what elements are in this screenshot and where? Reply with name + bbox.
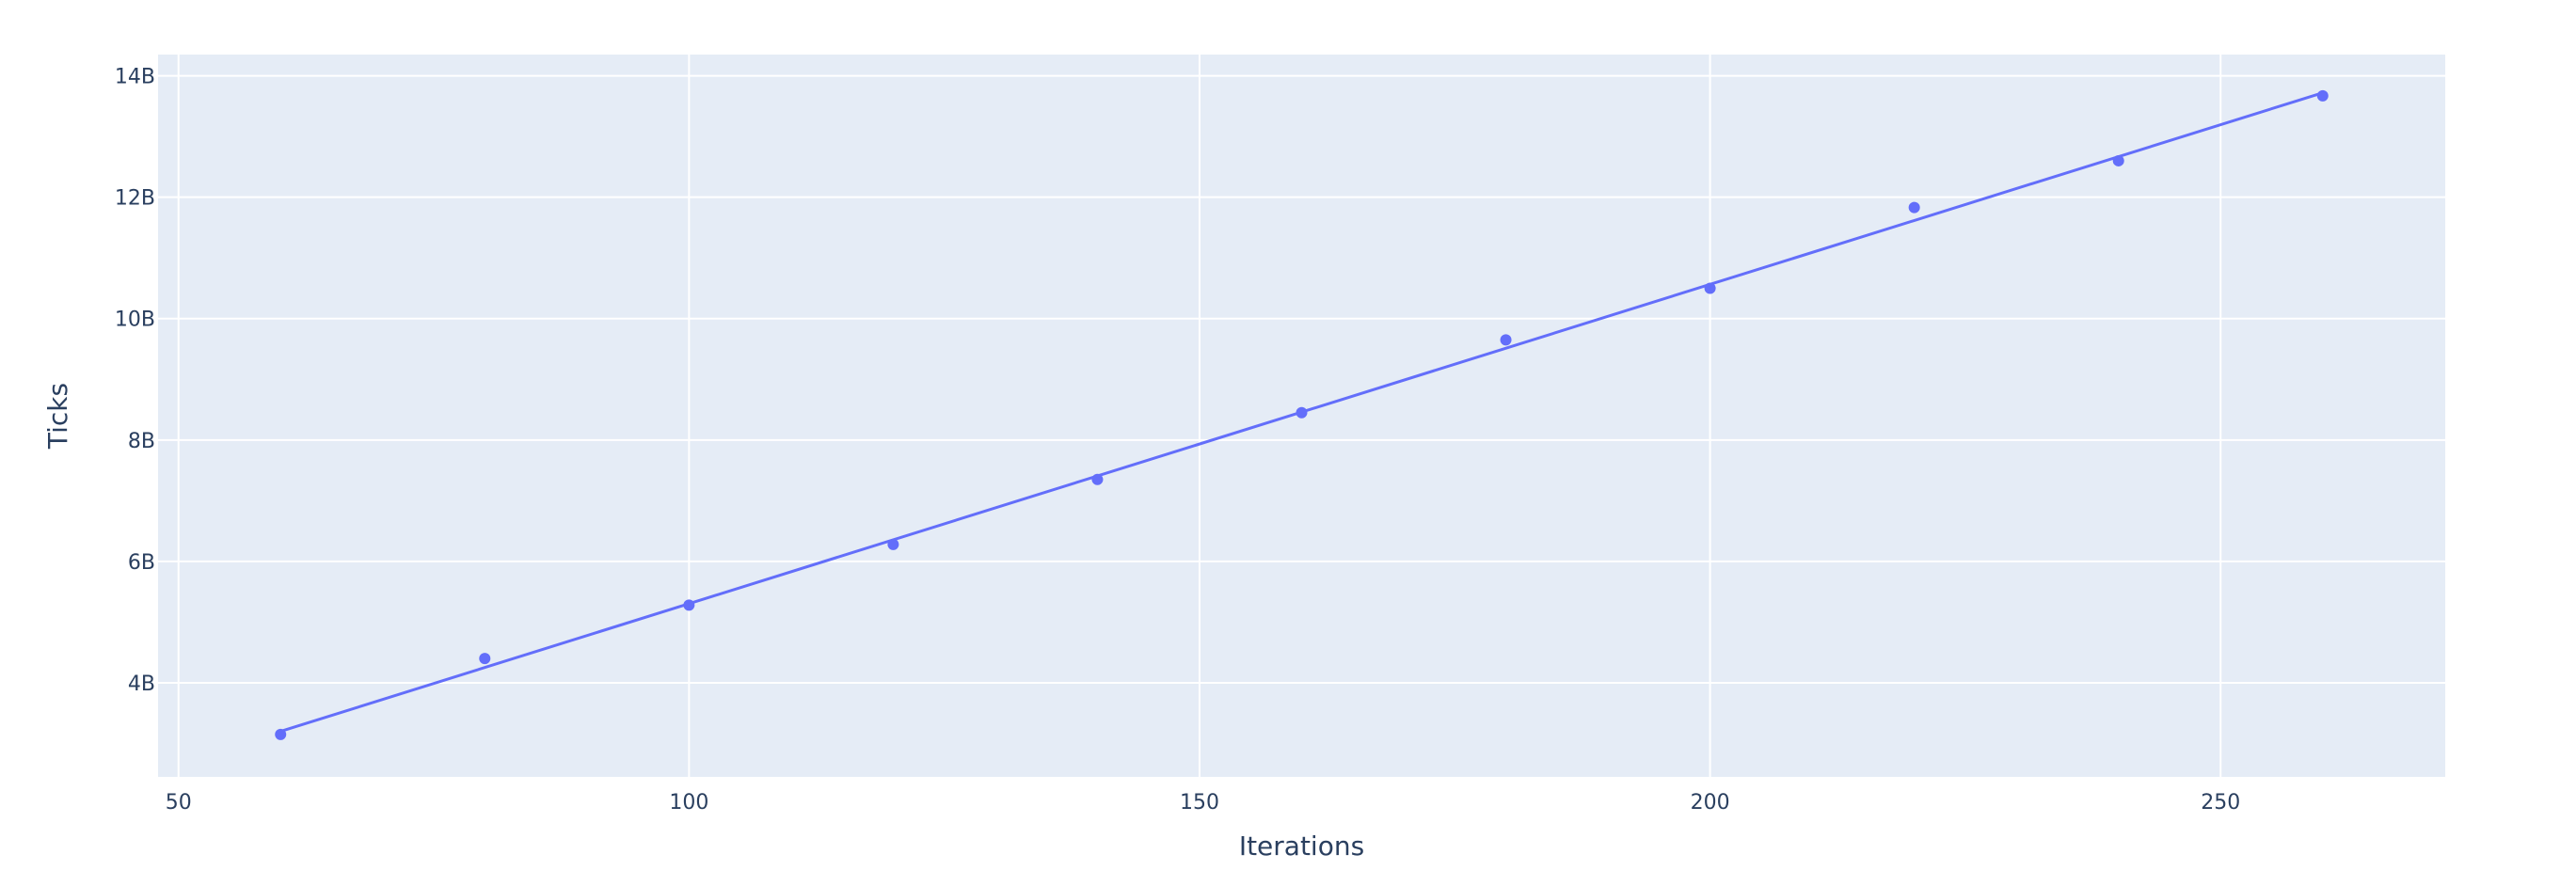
data-point bbox=[1908, 201, 1920, 214]
data-point bbox=[1296, 406, 1308, 419]
data-point bbox=[275, 728, 287, 740]
data-point bbox=[887, 538, 899, 550]
x-tick-labels: 50 100 150 200 250 bbox=[166, 791, 2241, 815]
x-tick-label: 200 bbox=[1691, 791, 1730, 815]
data-point bbox=[1091, 473, 1104, 485]
data-point bbox=[1704, 282, 1716, 294]
y-tick-label: 8B bbox=[128, 430, 155, 453]
data-point bbox=[1500, 334, 1512, 346]
y-axis-title: Ticks bbox=[42, 383, 73, 450]
y-tick-label: 4B bbox=[128, 672, 155, 696]
data-point bbox=[2112, 154, 2124, 166]
data-point bbox=[2316, 89, 2329, 102]
y-tick-labels: 4B 6B 8B 10B 12B 14B bbox=[115, 66, 155, 696]
x-gridlines bbox=[177, 55, 2222, 777]
series-layer bbox=[275, 89, 2329, 740]
x-tick-label: 150 bbox=[1180, 791, 1219, 815]
y-tick-label: 6B bbox=[128, 551, 155, 575]
y-tick-label: 12B bbox=[115, 187, 155, 211]
x-tick-label: 50 bbox=[166, 791, 192, 815]
x-axis-title: Iterations bbox=[1239, 831, 1364, 862]
y-tick-label: 10B bbox=[115, 309, 155, 332]
y-gridlines bbox=[158, 74, 2445, 684]
x-tick-label: 250 bbox=[2201, 791, 2240, 815]
data-point bbox=[479, 653, 491, 665]
data-point bbox=[683, 599, 695, 611]
y-tick-label: 14B bbox=[115, 66, 155, 89]
x-tick-label: 100 bbox=[669, 791, 708, 815]
